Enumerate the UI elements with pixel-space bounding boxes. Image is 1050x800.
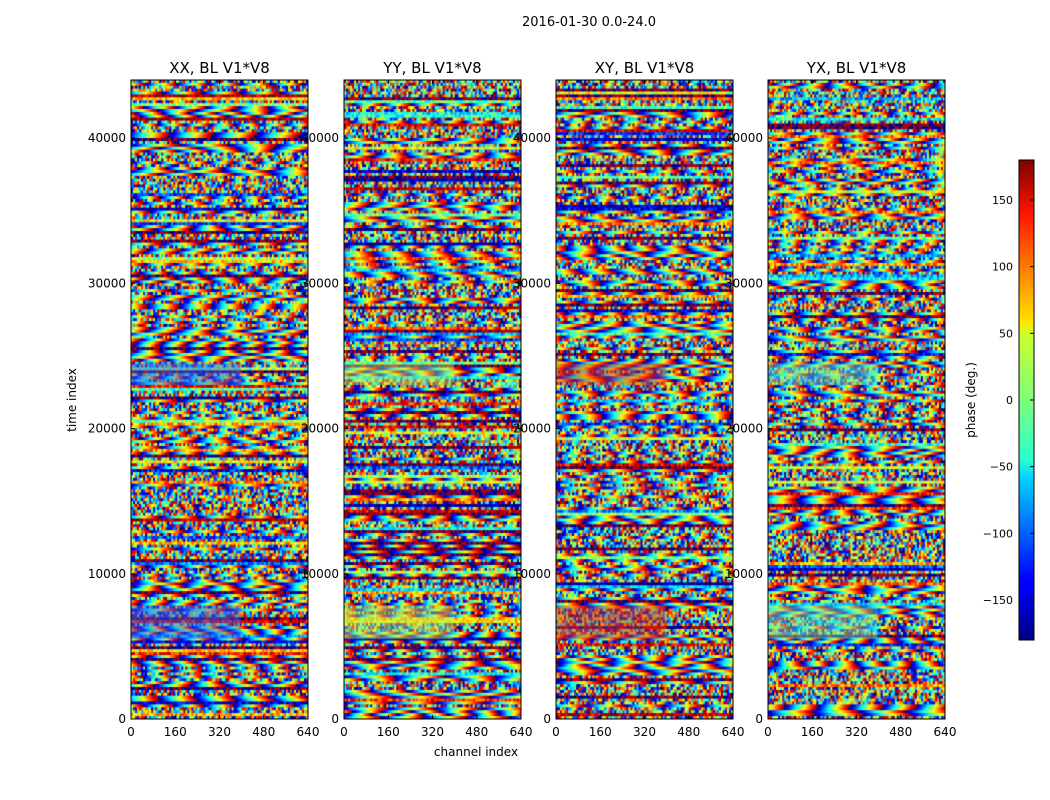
colorbar: −150 −100 −50 0 50 100 150 phase (deg.) xyxy=(964,159,1035,641)
x-tick-label: 320 xyxy=(421,725,444,739)
y-tick-label: 40000 xyxy=(88,131,126,145)
colorbar-tick-label: −150 xyxy=(983,594,1013,607)
x-tick-label: 640 xyxy=(934,725,957,739)
x-tick-label: 0 xyxy=(127,725,135,739)
x-axis-label: channel index xyxy=(434,745,518,759)
heatmap-image xyxy=(131,80,308,719)
heatmap-panels: XX, BL V1*V8 0 160 320 480 640 0 10000 20000 3000… xyxy=(88,59,957,739)
y-axis-label: time index xyxy=(65,368,79,432)
x-tick-label: 640 xyxy=(722,725,745,739)
x-tick-label: 480 xyxy=(677,725,700,739)
y-tick-label: 40000 xyxy=(725,131,763,145)
y-tick-label: 20000 xyxy=(88,422,126,436)
colorbar-tick-label: 100 xyxy=(992,261,1013,274)
y-tick-label: 0 xyxy=(331,712,339,726)
x-tick-label: 0 xyxy=(764,725,772,739)
heatmap-image xyxy=(344,80,521,719)
x-tick-label: 0 xyxy=(552,725,560,739)
panel-4: YX, BL V1*V8 0 160 320 480 640 0 10000 20000 3000… xyxy=(725,59,957,739)
colorbar-tick-label: −50 xyxy=(990,461,1013,474)
x-tick-label: 160 xyxy=(801,725,824,739)
x-tick-label: 320 xyxy=(845,725,868,739)
y-tick-label: 10000 xyxy=(725,567,763,581)
colorbar-tick-label: 0 xyxy=(1006,394,1013,407)
y-tick-label: 30000 xyxy=(513,276,551,290)
y-tick-label: 0 xyxy=(755,712,763,726)
x-tick-label: 320 xyxy=(208,725,231,739)
x-tick-label: 640 xyxy=(510,725,533,739)
x-tick-label: 0 xyxy=(340,725,348,739)
colorbar-tick-label: 150 xyxy=(992,194,1013,207)
y-tick-label: 0 xyxy=(118,712,126,726)
x-tick-label: 160 xyxy=(377,725,400,739)
x-tick-label: 480 xyxy=(252,725,275,739)
x-tick-label: 320 xyxy=(633,725,656,739)
x-tick-label: 160 xyxy=(164,725,187,739)
y-tick-label: 10000 xyxy=(88,567,126,581)
x-tick-label: 160 xyxy=(589,725,612,739)
x-tick-label: 640 xyxy=(297,725,320,739)
y-tick-label: 0 xyxy=(543,712,551,726)
x-tick-label: 480 xyxy=(889,725,912,739)
colorbar-ticks: −150 −100 −50 0 50 100 150 xyxy=(983,194,1034,607)
colorbar-tick-label: −100 xyxy=(983,527,1013,540)
y-tick-label: 20000 xyxy=(513,422,551,436)
panel-2: YY, BL V1*V8 0 160 320 480 640 0 10000 20000 3000… xyxy=(301,59,533,739)
y-tick-label: 30000 xyxy=(88,276,126,290)
panel-title: YY, BL V1*V8 xyxy=(382,59,481,77)
panel-title: YX, BL V1*V8 xyxy=(806,59,907,77)
colorbar-label: phase (deg.) xyxy=(964,362,978,438)
y-tick-label: 10000 xyxy=(513,567,551,581)
y-tick-label: 40000 xyxy=(301,131,339,145)
heatmap-image xyxy=(556,80,733,719)
heatmap-image xyxy=(768,80,945,719)
panel-3: XY, BL V1*V8 0 160 320 480 640 0 10000 20000 3000… xyxy=(513,59,745,739)
panel-title: XY, BL V1*V8 xyxy=(595,59,695,77)
x-tick-label: 480 xyxy=(465,725,488,739)
y-tick-label: 20000 xyxy=(301,422,339,436)
figure-suptitle: 2016-01-30 0.0-24.0 xyxy=(522,15,656,30)
panel-1: XX, BL V1*V8 0 160 320 480 640 0 10000 20000 3000… xyxy=(88,59,320,739)
y-tick-label: 20000 xyxy=(725,422,763,436)
y-tick-label: 40000 xyxy=(513,131,551,145)
y-tick-label: 30000 xyxy=(725,276,763,290)
y-tick-label: 10000 xyxy=(301,567,339,581)
y-tick-label: 30000 xyxy=(301,276,339,290)
colorbar-tick-label: 50 xyxy=(999,327,1013,340)
panel-title: XX, BL V1*V8 xyxy=(169,59,270,77)
